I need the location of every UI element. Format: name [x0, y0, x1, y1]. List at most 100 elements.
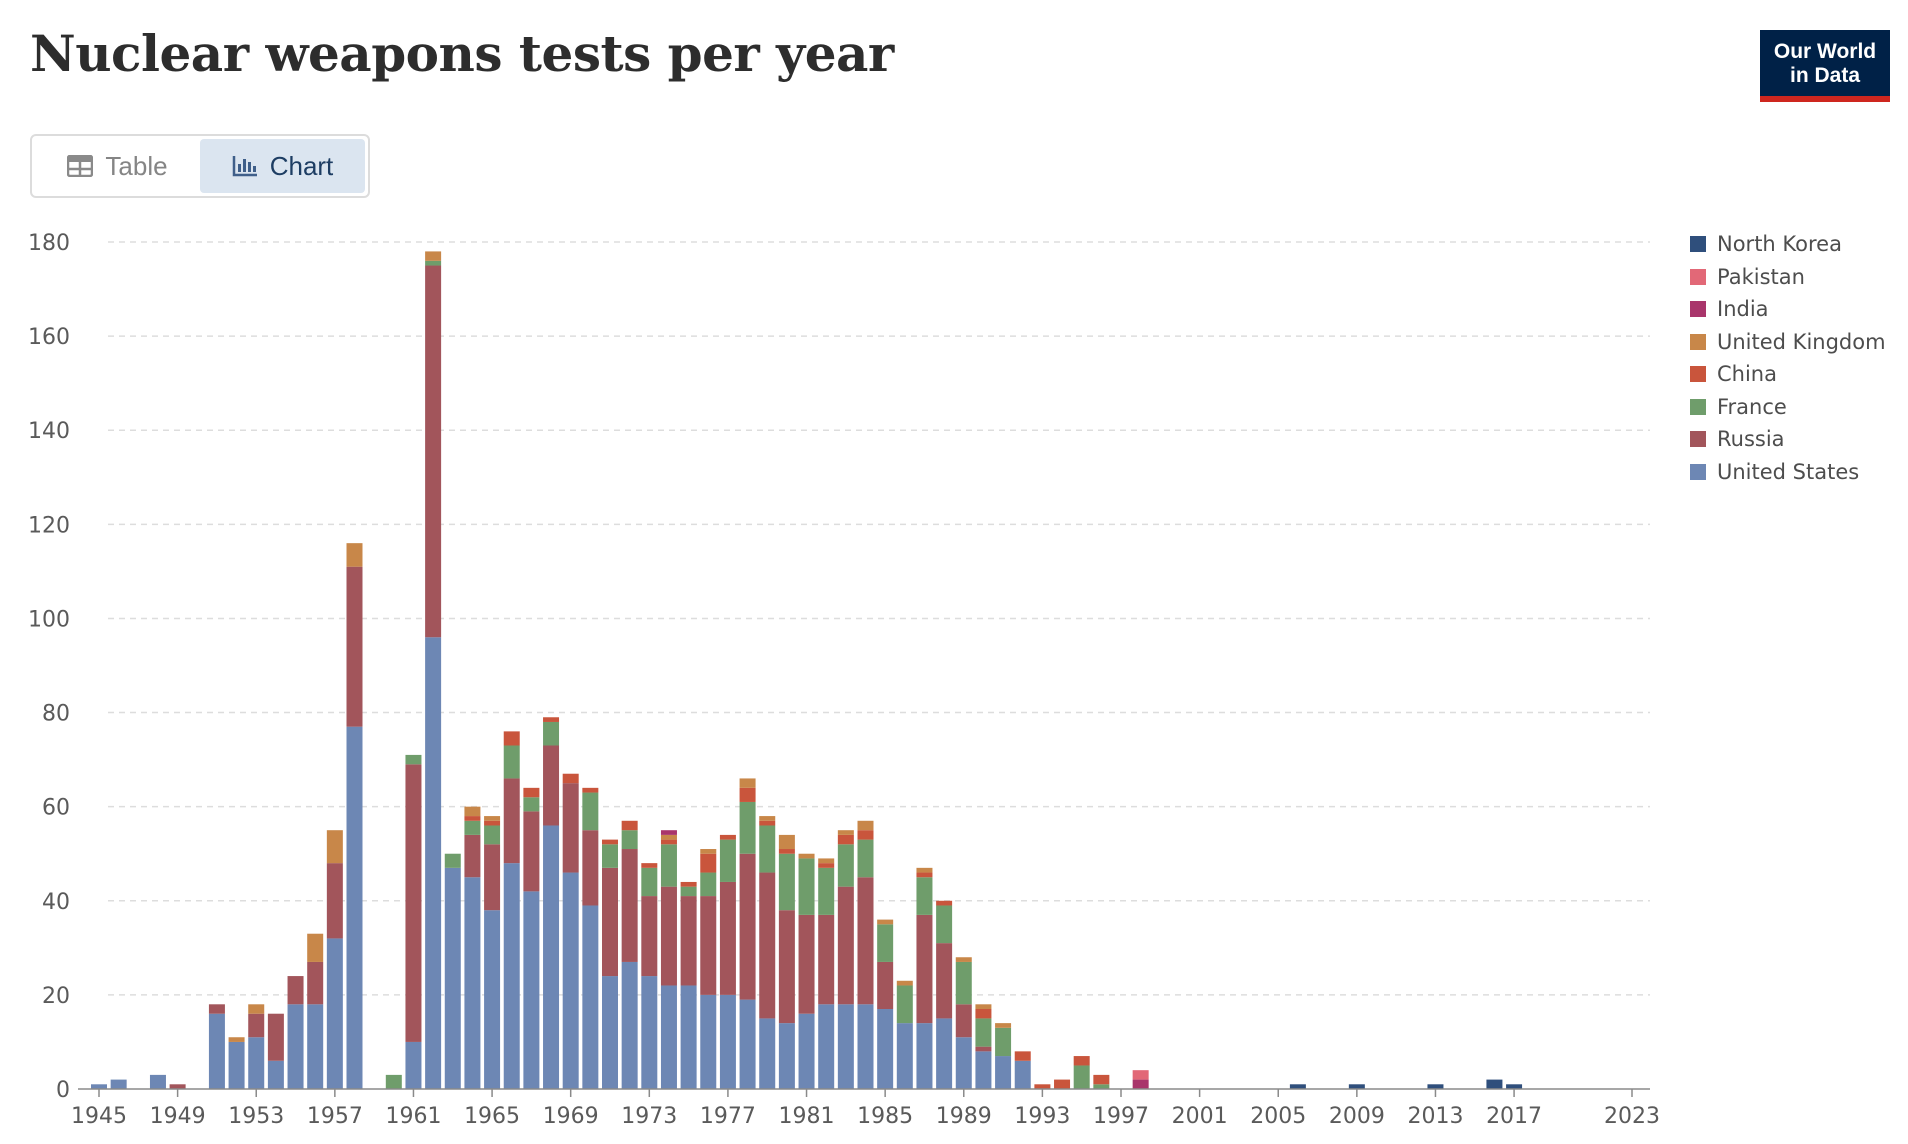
- bar-segment-france: [700, 872, 717, 897]
- legend-item[interactable]: India: [1690, 293, 1886, 326]
- bar-segment-russia: [208, 1004, 225, 1014]
- legend-item[interactable]: France: [1690, 391, 1886, 424]
- x-tick-label: 2001: [1172, 1104, 1228, 1129]
- bar-segment-united-states: [641, 976, 658, 1089]
- bar-segment-united-kingdom: [660, 834, 677, 840]
- y-tick-label: 80: [42, 702, 70, 727]
- bar-segment-united-states: [425, 637, 442, 1089]
- bar-segment-france: [955, 961, 972, 1005]
- bar-segment-india: [1132, 1079, 1149, 1089]
- bar-segment-north-korea: [1486, 1079, 1503, 1089]
- bar-segment-france: [719, 839, 736, 882]
- legend-swatch: [1690, 398, 1706, 415]
- owid-logo[interactable]: Our World in Data: [1760, 30, 1890, 102]
- bar-segment-france: [995, 1027, 1012, 1057]
- bar-segment-russia: [425, 265, 442, 638]
- bar-segment-united-states: [248, 1037, 265, 1089]
- legend-label: Pakistan: [1717, 264, 1805, 289]
- bar-segment-russia: [346, 566, 363, 727]
- bar-segment-united-states: [267, 1060, 284, 1089]
- bar-segment-north-korea: [1427, 1084, 1444, 1089]
- bar-segment-russia: [837, 886, 854, 1005]
- y-tick-label: 20: [42, 984, 70, 1009]
- bar-segment-united-states: [857, 1004, 874, 1089]
- bar-segment-united-kingdom: [975, 1004, 992, 1010]
- bar-segment-russia: [759, 872, 776, 1019]
- legend-label: United Kingdom: [1717, 329, 1886, 354]
- bar-segment-china: [916, 872, 933, 878]
- bar-segment-france: [818, 867, 835, 915]
- legend-item[interactable]: North Korea: [1690, 228, 1886, 261]
- bar-segment-united-kingdom: [307, 933, 324, 962]
- bar-segment-france: [385, 1074, 402, 1089]
- y-tick-label: 100: [28, 607, 70, 632]
- bar-segment-united-states: [543, 825, 560, 1089]
- bar-segment-united-states: [936, 1018, 953, 1089]
- legend-item[interactable]: Russia: [1690, 423, 1886, 456]
- tab-chart-label: Chart: [269, 150, 334, 181]
- bar-segment-united-kingdom: [346, 543, 363, 567]
- bar-segment-france: [1073, 1065, 1090, 1089]
- bar-segment-china: [641, 863, 658, 868]
- bar-segment-russia: [739, 853, 756, 1000]
- bar-segment-russia: [248, 1013, 265, 1038]
- bar-segment-france: [739, 801, 756, 854]
- bar-segment-france: [877, 924, 894, 962]
- bar-segment-russia: [877, 961, 894, 1010]
- bar-segment-united-states: [582, 905, 599, 1089]
- x-tick-label: 1965: [464, 1104, 520, 1129]
- bar-segment-united-states: [307, 1004, 324, 1089]
- bar-segment-china: [837, 834, 854, 845]
- bar-segment-united-kingdom: [916, 867, 933, 873]
- legend-label: India: [1717, 297, 1769, 322]
- y-tick-label: 120: [28, 513, 70, 538]
- bar-segment-china: [719, 834, 736, 840]
- legend-item[interactable]: United Kingdom: [1690, 326, 1886, 359]
- bar-segment-united-kingdom: [837, 830, 854, 835]
- bar-segment-russia: [562, 783, 579, 873]
- bar-segment-france: [425, 260, 442, 266]
- bar-segment-russia: [798, 914, 815, 1014]
- bar-segment-united-states: [896, 1023, 913, 1089]
- bar-segment-united-states: [700, 994, 717, 1089]
- legend-item[interactable]: Pakistan: [1690, 261, 1886, 294]
- bar-segment-united-states: [621, 961, 638, 1089]
- legend-item[interactable]: United States: [1690, 456, 1886, 489]
- bar-segment-china: [759, 820, 776, 826]
- bar-segment-united-states: [798, 1013, 815, 1089]
- legend-swatch: [1690, 333, 1706, 350]
- tab-table[interactable]: Table: [35, 139, 200, 193]
- bar-segment-france: [896, 985, 913, 1024]
- bar-segment-united-states: [759, 1018, 776, 1089]
- bar-segment-france: [798, 858, 815, 915]
- y-tick-label: 160: [28, 325, 70, 350]
- legend-swatch: [1690, 463, 1706, 480]
- bar-segment-france: [621, 830, 638, 850]
- tab-chart[interactable]: Chart: [200, 139, 365, 193]
- bar-segment-russia: [660, 886, 677, 986]
- legend-swatch: [1690, 366, 1706, 383]
- bar-segment-united-states: [523, 891, 540, 1089]
- x-tick-label: 1977: [700, 1104, 756, 1129]
- bar-segment-russia: [405, 764, 422, 1042]
- bar-segment-france: [778, 853, 795, 911]
- table-icon: [67, 155, 94, 177]
- bar-segment-russia: [169, 1084, 186, 1089]
- bar-segment-united-states: [228, 1041, 245, 1089]
- bar-segment-russia: [307, 961, 324, 1005]
- x-tick-label: 1969: [543, 1104, 599, 1129]
- bar-segment-france: [523, 797, 540, 812]
- bar-segment-united-states: [818, 1004, 835, 1089]
- legend-label: United States: [1717, 459, 1860, 484]
- bar-segment-china: [700, 853, 717, 873]
- bar-segment-china: [621, 820, 638, 831]
- legend-item[interactable]: China: [1690, 358, 1886, 391]
- bar-segment-russia: [543, 745, 560, 826]
- bar-segment-france: [444, 853, 461, 868]
- bar-segment-united-states: [995, 1056, 1012, 1089]
- bar-segment-north-korea: [1348, 1084, 1365, 1089]
- bar-segment-russia: [484, 844, 501, 911]
- view-toggle: Table Chart: [30, 134, 370, 198]
- bar-segment-russia: [287, 976, 304, 1005]
